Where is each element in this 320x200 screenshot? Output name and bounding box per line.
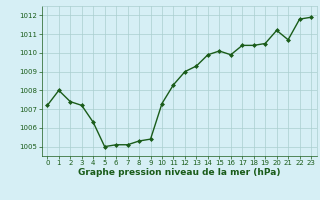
X-axis label: Graphe pression niveau de la mer (hPa): Graphe pression niveau de la mer (hPa) bbox=[78, 168, 280, 177]
